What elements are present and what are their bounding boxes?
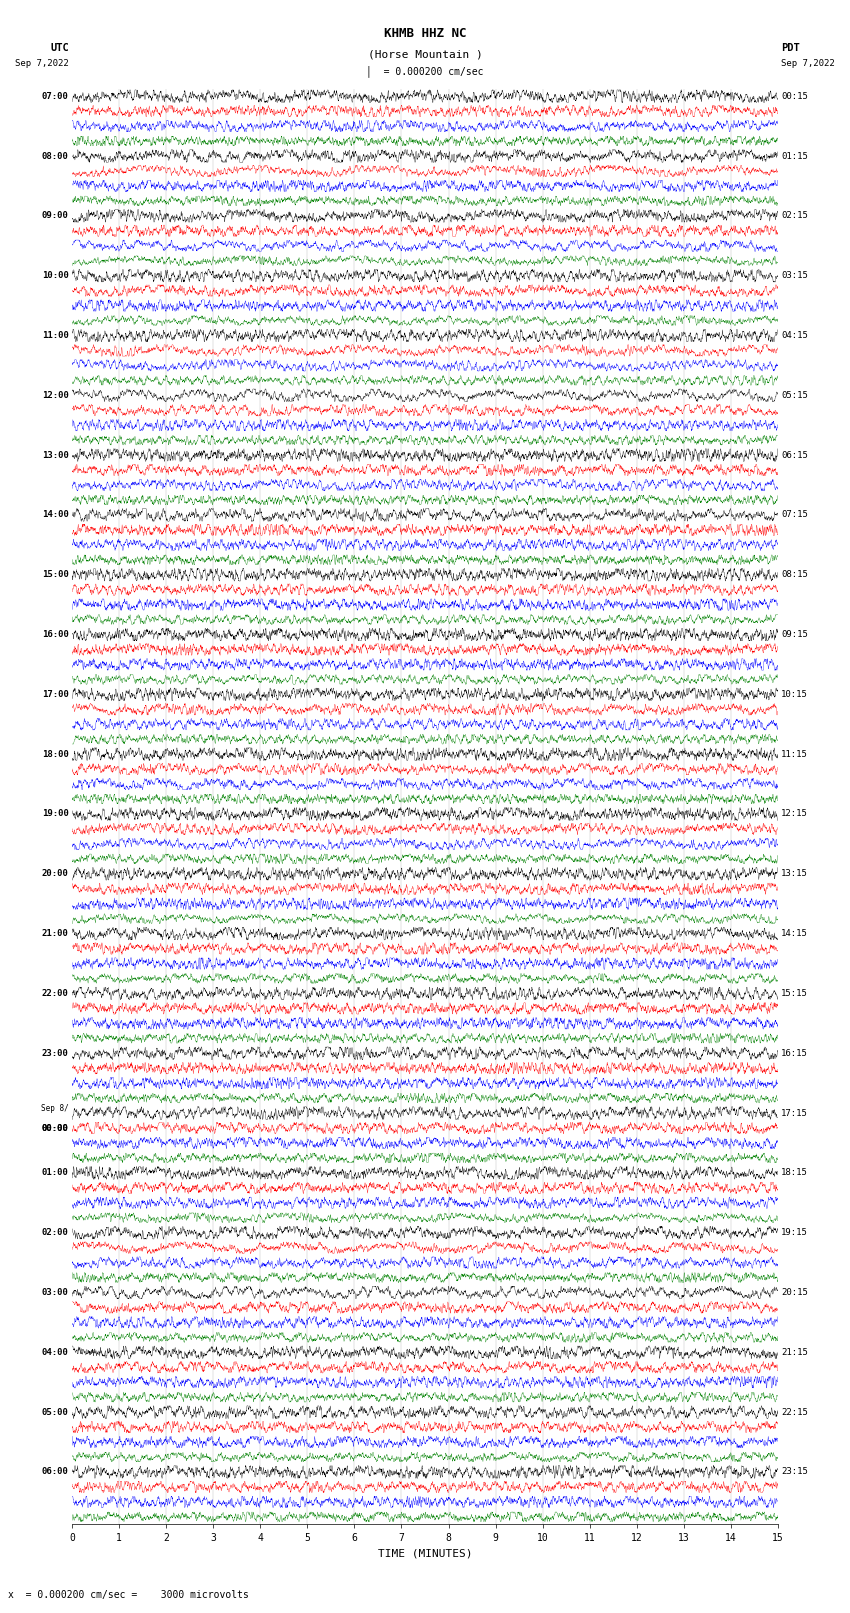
Text: UTC: UTC bbox=[50, 44, 69, 53]
Text: 19:00: 19:00 bbox=[42, 810, 69, 818]
Text: 19:15: 19:15 bbox=[781, 1227, 808, 1237]
Text: KHMB HHZ NC: KHMB HHZ NC bbox=[383, 27, 467, 40]
Text: 05:15: 05:15 bbox=[781, 390, 808, 400]
Text: 18:15: 18:15 bbox=[781, 1168, 808, 1177]
Text: 02:15: 02:15 bbox=[781, 211, 808, 221]
Text: 16:15: 16:15 bbox=[781, 1048, 808, 1058]
Text: 00:00: 00:00 bbox=[42, 1124, 69, 1132]
Text: 05:00: 05:00 bbox=[42, 1408, 69, 1416]
Text: PDT: PDT bbox=[781, 44, 800, 53]
Text: 00:15: 00:15 bbox=[781, 92, 808, 100]
Text: 07:15: 07:15 bbox=[781, 510, 808, 519]
Text: 00:00: 00:00 bbox=[42, 1124, 69, 1132]
Text: 17:15: 17:15 bbox=[781, 1108, 808, 1118]
Text: 20:15: 20:15 bbox=[781, 1289, 808, 1297]
Text: 15:00: 15:00 bbox=[42, 571, 69, 579]
Text: 10:15: 10:15 bbox=[781, 690, 808, 698]
Text: 14:00: 14:00 bbox=[42, 510, 69, 519]
Text: 06:15: 06:15 bbox=[781, 450, 808, 460]
Text: 04:15: 04:15 bbox=[781, 331, 808, 340]
Text: 22:00: 22:00 bbox=[42, 989, 69, 998]
Text: 02:00: 02:00 bbox=[42, 1227, 69, 1237]
Text: 11:00: 11:00 bbox=[42, 331, 69, 340]
Text: 12:00: 12:00 bbox=[42, 390, 69, 400]
Text: 01:00: 01:00 bbox=[42, 1168, 69, 1177]
Text: 01:15: 01:15 bbox=[781, 152, 808, 161]
Text: 18:00: 18:00 bbox=[42, 750, 69, 758]
Text: 08:00: 08:00 bbox=[42, 152, 69, 161]
Text: 08:15: 08:15 bbox=[781, 571, 808, 579]
Text: 10:00: 10:00 bbox=[42, 271, 69, 281]
Text: Sep 8/: Sep 8/ bbox=[41, 1103, 69, 1113]
Text: 03:15: 03:15 bbox=[781, 271, 808, 281]
Text: 13:00: 13:00 bbox=[42, 450, 69, 460]
Text: 12:15: 12:15 bbox=[781, 810, 808, 818]
Text: Sep 7,2022: Sep 7,2022 bbox=[15, 58, 69, 68]
Text: 21:00: 21:00 bbox=[42, 929, 69, 939]
X-axis label: TIME (MINUTES): TIME (MINUTES) bbox=[377, 1548, 473, 1558]
Text: x  = 0.000200 cm/sec =    3000 microvolts: x = 0.000200 cm/sec = 3000 microvolts bbox=[8, 1590, 249, 1600]
Text: 23:15: 23:15 bbox=[781, 1468, 808, 1476]
Text: 11:15: 11:15 bbox=[781, 750, 808, 758]
Text: 09:15: 09:15 bbox=[781, 631, 808, 639]
Text: 14:15: 14:15 bbox=[781, 929, 808, 939]
Text: 06:00: 06:00 bbox=[42, 1468, 69, 1476]
Text: 13:15: 13:15 bbox=[781, 869, 808, 879]
Text: 20:00: 20:00 bbox=[42, 869, 69, 879]
Text: │  = 0.000200 cm/sec: │ = 0.000200 cm/sec bbox=[366, 66, 484, 77]
Text: 17:00: 17:00 bbox=[42, 690, 69, 698]
Text: 03:00: 03:00 bbox=[42, 1289, 69, 1297]
Text: 09:00: 09:00 bbox=[42, 211, 69, 221]
Text: 22:15: 22:15 bbox=[781, 1408, 808, 1416]
Text: 23:00: 23:00 bbox=[42, 1048, 69, 1058]
Text: 16:00: 16:00 bbox=[42, 631, 69, 639]
Text: 07:00: 07:00 bbox=[42, 92, 69, 100]
Text: 15:15: 15:15 bbox=[781, 989, 808, 998]
Text: 21:15: 21:15 bbox=[781, 1348, 808, 1357]
Text: (Horse Mountain ): (Horse Mountain ) bbox=[367, 50, 483, 60]
Text: Sep 7,2022: Sep 7,2022 bbox=[781, 58, 835, 68]
Text: 04:00: 04:00 bbox=[42, 1348, 69, 1357]
